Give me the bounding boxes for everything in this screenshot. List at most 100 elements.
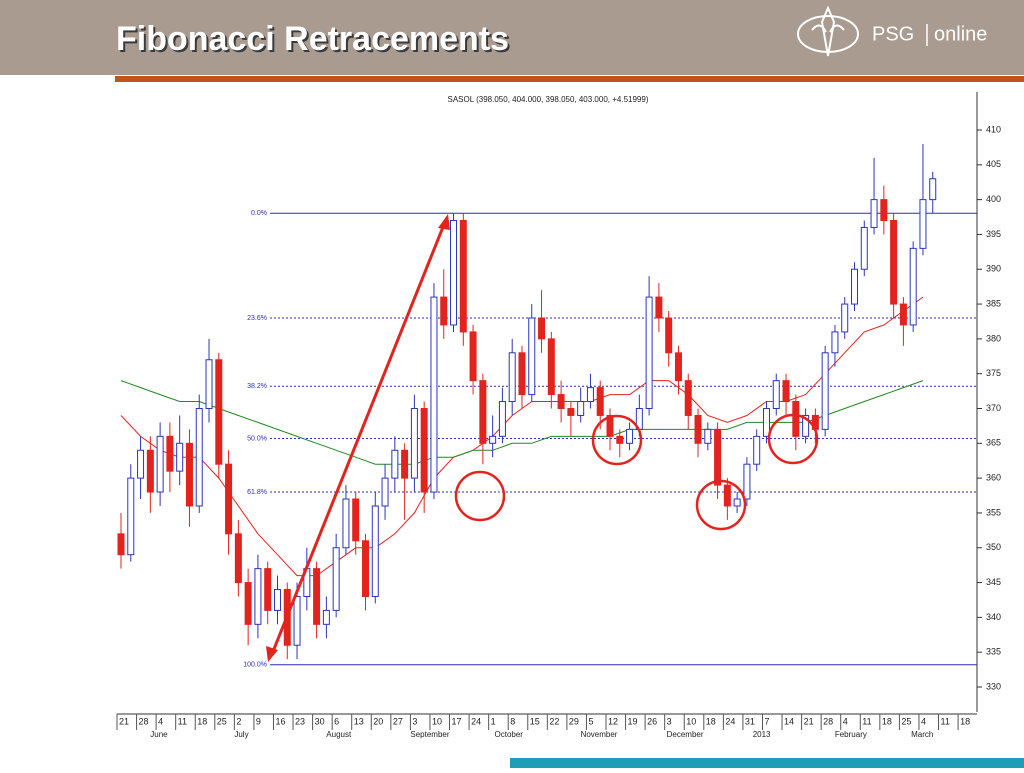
- x-tick-label: 22: [549, 716, 559, 726]
- x-tick-label: 25: [217, 716, 227, 726]
- candle-body: [772, 380, 780, 409]
- x-tick-label: 29: [569, 716, 579, 726]
- candle-body: [254, 568, 262, 625]
- candle-body: [802, 414, 810, 437]
- candle-body: [929, 178, 937, 201]
- candle-body: [391, 449, 399, 479]
- candle-body: [430, 296, 438, 493]
- candle-body: [792, 401, 800, 437]
- x-tick-label: 16: [275, 716, 285, 726]
- fib-label: 100.0%: [243, 662, 267, 669]
- x-tick-label: 18: [197, 716, 207, 726]
- y-tick-label: 380: [986, 333, 1001, 343]
- candle-body: [870, 199, 878, 228]
- candle-body: [841, 303, 849, 333]
- x-tick-label: 7: [764, 716, 769, 726]
- arrow-head: [438, 214, 450, 230]
- logo-fleur: [811, 5, 845, 57]
- x-tick-label: 20: [373, 716, 383, 726]
- month-label: February: [835, 730, 867, 739]
- x-tick-label: 21: [804, 716, 814, 726]
- candle-body: [127, 477, 135, 556]
- x-tick-label: 30: [315, 716, 325, 726]
- highlight-circle: [591, 414, 643, 466]
- candle-body: [782, 380, 790, 403]
- candle-body: [899, 303, 907, 326]
- y-tick-label: 360: [986, 473, 1001, 483]
- candle-body: [684, 380, 692, 416]
- header-band: [0, 0, 1024, 75]
- x-tick-label: 12: [608, 716, 618, 726]
- x-tick-label: 21: [119, 716, 129, 726]
- highlight-circle: [767, 413, 819, 465]
- candle-body: [137, 449, 145, 479]
- candle-body: [332, 547, 340, 611]
- candle-body: [547, 338, 555, 396]
- candle-body: [518, 352, 526, 396]
- candle-body: [479, 380, 487, 444]
- candle-body: [762, 408, 770, 437]
- candle-body: [156, 435, 164, 493]
- fib-label: 23.6%: [247, 315, 267, 322]
- month-label: November: [581, 730, 618, 739]
- month-label: July: [234, 730, 248, 739]
- candle-body: [655, 296, 663, 319]
- candle-body: [225, 463, 233, 535]
- x-tick-label: 5: [588, 716, 593, 726]
- candle-body: [205, 359, 213, 410]
- y-tick-label: 330: [986, 681, 1001, 691]
- candle-body: [185, 442, 193, 507]
- y-tick-label: 370: [986, 403, 1001, 413]
- y-tick-label: 395: [986, 229, 1001, 239]
- x-tick-label: 11: [941, 716, 950, 726]
- x-tick-label: 18: [882, 716, 892, 726]
- y-tick-label: 350: [986, 542, 1001, 552]
- fib-label: 38.2%: [247, 383, 267, 390]
- moving-average: [120, 380, 924, 465]
- candle-body: [665, 317, 673, 354]
- x-tick-label: 4: [843, 716, 848, 726]
- logo: PSG online: [797, 5, 987, 57]
- x-tick-label: 10: [686, 716, 696, 726]
- candle-body: [352, 498, 360, 542]
- candle-body: [313, 568, 321, 625]
- x-tick-label: 10: [432, 716, 442, 726]
- candle-body: [498, 401, 506, 437]
- y-tick-label: 390: [986, 264, 1001, 274]
- swing-arrow: [270, 221, 447, 655]
- y-tick-label: 335: [986, 647, 1001, 657]
- x-tick-label: 14: [784, 716, 794, 726]
- candle-body: [860, 226, 868, 270]
- candle-body: [919, 199, 927, 249]
- x-tick-label: 24: [725, 716, 735, 726]
- month-label: December: [667, 730, 704, 739]
- candle-body: [176, 442, 184, 472]
- candle-body: [342, 498, 350, 549]
- candle-body: [733, 498, 741, 507]
- x-tick-label: 11: [178, 716, 187, 726]
- x-tick-label: 23: [295, 716, 305, 726]
- candle-body: [723, 484, 731, 507]
- candle-body: [557, 394, 565, 410]
- candle-body: [626, 428, 634, 444]
- candle-body: [293, 595, 301, 646]
- candle-body: [362, 540, 369, 597]
- candle-body: [831, 331, 839, 354]
- candle-body: [528, 317, 536, 396]
- candle-body: [714, 428, 722, 486]
- candle-body: [234, 533, 242, 584]
- x-tick-label: 15: [530, 716, 540, 726]
- candle-body: [596, 387, 604, 416]
- candle-body: [704, 428, 712, 444]
- x-tick-label: 25: [901, 716, 911, 726]
- candle-body: [195, 408, 203, 507]
- y-tick-label: 375: [986, 368, 1001, 378]
- candle-body: [606, 414, 614, 437]
- highlight-circle: [695, 479, 747, 531]
- candle-body: [450, 220, 458, 326]
- logo-suffix: online: [934, 23, 987, 45]
- x-tick-label: 27: [393, 716, 403, 726]
- candle-body: [244, 582, 252, 625]
- highlight-circle: [454, 470, 506, 522]
